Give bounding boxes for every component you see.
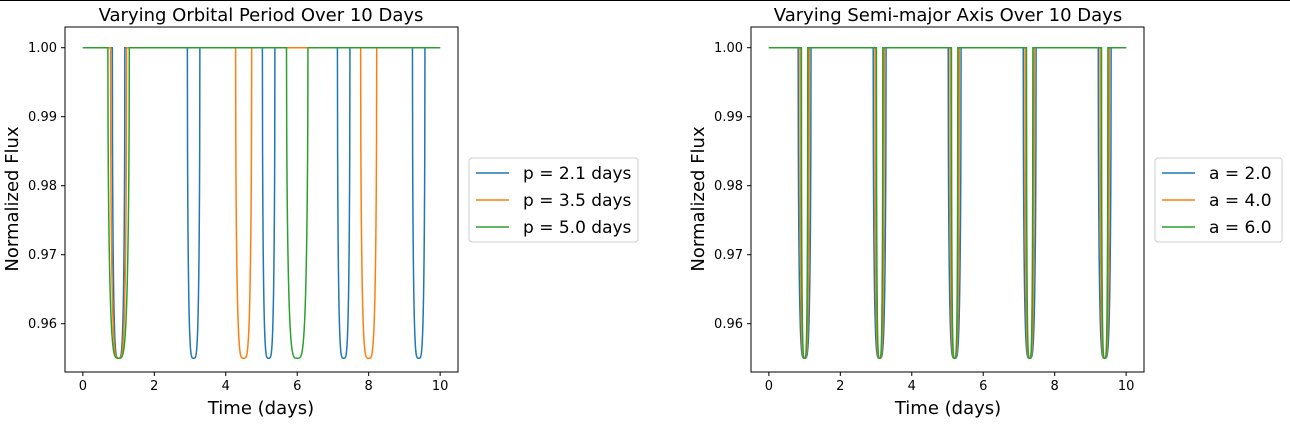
y-tick-label: 0.99 (714, 110, 743, 125)
legend-box (1154, 157, 1283, 243)
plot-frame (64, 26, 459, 373)
orbital-period-chart: Varying Orbital Period Over 10 Days Time… (2, 5, 639, 419)
x-tick-label: 10 (1118, 379, 1135, 394)
x-tick-label: 6 (293, 379, 301, 394)
x-tick-label: 0 (765, 379, 773, 394)
x-tick-label: 0 (79, 379, 87, 394)
top-border-line (0, 0, 1290, 1)
x-tick-label: 6 (979, 379, 987, 394)
x-tick-label: 2 (836, 379, 844, 394)
y-tick-label: 1.00 (714, 41, 743, 56)
chart-title: Varying Semi-major Axis Over 10 Days (774, 5, 1122, 26)
legend-label: p = 5.0 days (523, 218, 632, 238)
legend-label: a = 6.0 (1209, 218, 1272, 238)
y-tick-label: 0.98 (28, 179, 57, 194)
legend-label: a = 4.0 (1209, 191, 1272, 211)
legend-box (468, 157, 639, 243)
x-tick-label: 4 (222, 379, 230, 394)
series-line-3 (768, 46, 1127, 359)
plot-frame (750, 26, 1145, 373)
legend-label: p = 2.1 days (523, 164, 632, 184)
y-ticks: 0.96 0.97 0.98 0.99 1.00 (28, 41, 65, 332)
y-tick-label: 0.96 (714, 317, 743, 332)
x-axis-label: Time (days) (207, 398, 314, 419)
y-tick-label: 0.96 (28, 317, 57, 332)
legend-label: p = 3.5 days (523, 191, 632, 211)
series-lines (768, 46, 1127, 359)
x-tick-label: 4 (908, 379, 916, 394)
legend-label: a = 2.0 (1209, 164, 1272, 184)
series-line-2 (768, 46, 1127, 359)
legend: p = 2.1 days p = 3.5 days p = 5.0 days (468, 157, 639, 243)
y-ticks: 0.96 0.97 0.98 0.99 1.00 (714, 41, 751, 332)
y-tick-label: 0.98 (714, 179, 743, 194)
y-tick-label: 1.00 (28, 41, 57, 56)
x-tick-label: 8 (365, 379, 373, 394)
series-lines (82, 46, 441, 359)
series-line-3 (82, 46, 441, 359)
y-axis-label: Normalized Flux (2, 126, 23, 272)
semi-major-axis-chart: Varying Semi-major Axis Over 10 Days Tim… (688, 5, 1283, 419)
chart-title: Varying Orbital Period Over 10 Days (99, 5, 424, 26)
x-ticks: 0 2 4 6 8 10 (765, 372, 1135, 394)
x-tick-label: 8 (1051, 379, 1059, 394)
legend: a = 2.0 a = 4.0 a = 6.0 (1154, 157, 1283, 243)
x-ticks: 0 2 4 6 8 10 (79, 372, 449, 394)
y-tick-label: 0.97 (28, 248, 57, 263)
series-line-1 (768, 46, 1127, 359)
series-line-2 (82, 46, 441, 359)
x-tick-label: 2 (150, 379, 158, 394)
x-axis-label: Time (days) (894, 398, 1001, 419)
y-tick-label: 0.97 (714, 248, 743, 263)
series-line-1 (82, 46, 441, 359)
y-tick-label: 0.99 (28, 110, 57, 125)
x-tick-label: 10 (432, 379, 449, 394)
y-axis-label: Normalized Flux (688, 126, 709, 272)
